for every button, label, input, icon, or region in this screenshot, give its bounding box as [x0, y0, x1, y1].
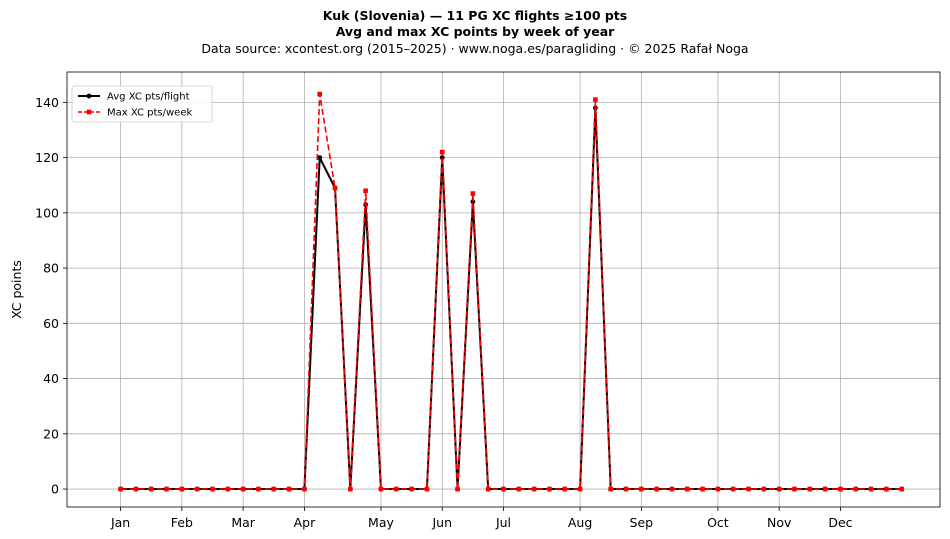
x-tick-label: Dec [828, 515, 852, 530]
data-point [669, 486, 675, 492]
data-point [516, 486, 522, 492]
data-point [256, 486, 261, 492]
data-point [378, 486, 384, 492]
data-point [577, 486, 583, 492]
data-point [654, 486, 659, 492]
data-point [853, 486, 859, 492]
legend-box [71, 85, 213, 123]
data-point [332, 185, 338, 191]
y-tick-label: 60 [43, 316, 59, 331]
y-axis-label: XC points [9, 260, 24, 319]
x-tick-label: Nov [767, 515, 792, 530]
y-tick-label: 100 [35, 205, 59, 220]
data-point [838, 486, 843, 492]
data-point [531, 486, 537, 492]
y-tick-label: 20 [43, 426, 59, 441]
y-tick-label: 80 [43, 261, 59, 276]
y-tick-label: 0 [51, 482, 59, 497]
data-point [348, 486, 353, 492]
x-tick-label: Aug [568, 515, 592, 530]
data-point [761, 486, 767, 492]
data-point [822, 486, 828, 492]
legend-label: Max XC pts/week [107, 108, 192, 119]
data-point [225, 486, 231, 492]
legend-marker [86, 93, 92, 99]
data-point [317, 155, 323, 161]
x-tick-label: Apr [294, 515, 316, 530]
data-point [240, 486, 246, 492]
series-max-xc-pts-week [118, 91, 905, 492]
x-tick-label: Oct [707, 515, 729, 530]
chart-source-note: Data source: xcontest.org (2015–2025) · … [201, 41, 749, 56]
data-point [562, 486, 568, 492]
legend-label: Avg XC pts/flight [107, 92, 190, 103]
data-point [730, 486, 736, 492]
series-line [120, 93, 902, 490]
data-point [439, 149, 445, 155]
data-point [807, 486, 813, 492]
x-tick-label: Sep [630, 515, 654, 530]
data-point [470, 191, 476, 196]
data-point [271, 486, 277, 492]
chart-title-block: Kuk (Slovenia) — 11 PG XC flights ≥100 p… [0, 8, 950, 57]
data-point [118, 486, 123, 492]
x-tick-label: Jan [110, 515, 130, 530]
data-point [179, 486, 185, 492]
grid-lines [67, 72, 940, 507]
data-point [792, 486, 797, 492]
y-tick-label: 40 [43, 371, 59, 386]
data-point [455, 486, 460, 492]
data-point [424, 486, 430, 492]
data-point [485, 486, 491, 492]
chart-subtitle: Avg and max XC points by week of year [335, 24, 615, 39]
data-point [593, 97, 598, 102]
data-point [439, 155, 445, 161]
data-point [608, 486, 614, 492]
data-point [409, 486, 414, 492]
plot-frame [66, 71, 941, 508]
x-tick-label: May [368, 515, 394, 530]
data-point [363, 188, 368, 194]
chart-title: Kuk (Slovenia) — 11 PG XC flights ≥100 p… [322, 8, 628, 23]
data-point [639, 486, 644, 492]
data-point [393, 486, 399, 492]
data-point [317, 91, 323, 97]
data-point [148, 486, 154, 492]
legend-entry: Max XC pts/week [78, 108, 192, 119]
data-point [868, 486, 874, 492]
legend-entry: Avg XC pts/flight [78, 92, 190, 103]
data-point [623, 486, 629, 492]
x-tick-label: Feb [171, 515, 193, 530]
data-point [210, 486, 215, 492]
data-point [715, 486, 721, 492]
data-point [133, 486, 139, 492]
data-point [776, 486, 782, 492]
legend-marker [86, 109, 92, 115]
data-point [700, 486, 705, 492]
x-tick-label: Jul [495, 515, 511, 530]
data-point [164, 486, 169, 492]
series-group [118, 91, 905, 492]
data-point [899, 486, 905, 492]
data-point [194, 486, 200, 492]
y-tick-label: 140 [35, 95, 59, 110]
data-point [547, 486, 552, 492]
x-tick-label: Mar [231, 515, 255, 530]
data-point [746, 486, 751, 492]
data-point [884, 486, 889, 492]
axes: 0 20 40 60 80 100 120 140 Jan Feb Mar Apr May Jun Jul A… [9, 71, 941, 530]
data-point [286, 486, 292, 492]
data-point [684, 486, 690, 492]
data-point [302, 486, 307, 492]
legend: Avg XC pts/flight Max XC pts/week [71, 85, 213, 123]
x-tick-label: Jun [431, 515, 452, 530]
data-point [501, 486, 506, 492]
series-line [120, 106, 902, 491]
y-tick-label: 120 [35, 150, 59, 165]
